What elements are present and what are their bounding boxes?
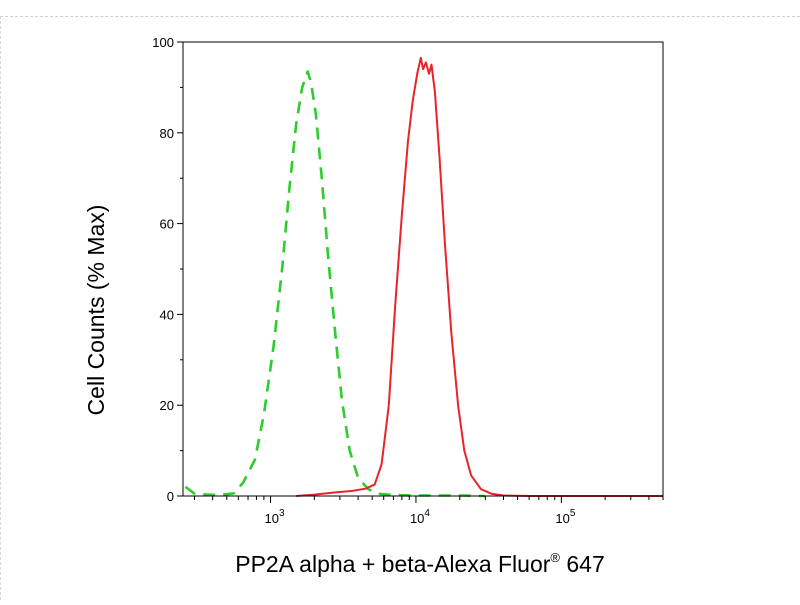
- y-tick-label: 20: [160, 398, 174, 413]
- y-tick-label: 100: [152, 35, 174, 50]
- x-axis-label-registered-mark: ®: [550, 550, 560, 565]
- y-tick-label: 80: [160, 126, 174, 141]
- left-dashed-border: [0, 16, 1, 600]
- x-tick-label: 104: [410, 508, 430, 526]
- top-dashed-border: [0, 16, 800, 17]
- y-tick-label: 40: [160, 307, 174, 322]
- x-axis-label: PP2A alpha + beta-Alexa Fluor® 647: [235, 550, 605, 577]
- x-axis-ticks: 103 104 105: [194, 496, 664, 526]
- x-axis-label-main: PP2A alpha + beta-Alexa Fluor: [235, 551, 551, 577]
- series-group: [184, 56, 663, 498]
- y-axis-label: Cell Counts (% Max): [83, 205, 109, 416]
- y-tick-label: 60: [160, 217, 174, 232]
- series-line-0: [184, 70, 486, 498]
- plot-frame: [182, 41, 664, 497]
- x-tick-label: 105: [555, 508, 575, 526]
- y-tick-label: 0: [167, 489, 174, 504]
- series-line-1: [296, 56, 663, 497]
- x-tick-label: 103: [265, 508, 285, 526]
- x-axis-label-suffix: 647: [560, 551, 605, 577]
- y-axis-ticks: 0 20 40 60 80 100: [152, 35, 183, 504]
